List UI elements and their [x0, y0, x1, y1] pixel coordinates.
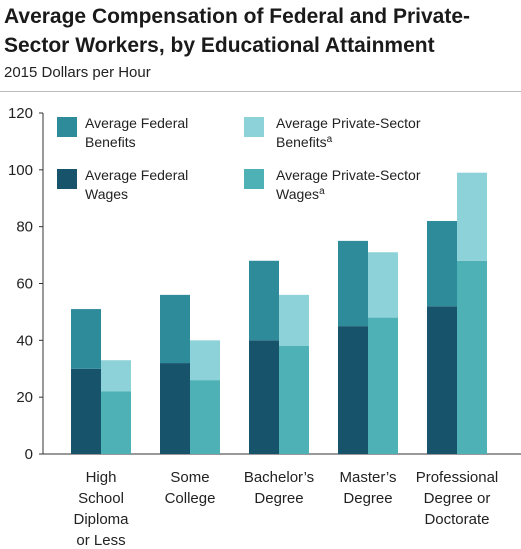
- legend-label-text: Average Federal: [85, 115, 188, 131]
- bar-federal-wages: [249, 340, 279, 454]
- legend-label-text: Benefits: [85, 134, 136, 150]
- legend-swatch: [57, 169, 77, 189]
- legend-label-text: Average Private-Sector: [276, 115, 421, 131]
- bar-federal-benefits: [338, 240, 368, 327]
- x-category-label: or Less: [76, 532, 125, 549]
- bar-private-wages: [279, 346, 309, 454]
- y-tick-label: 60: [16, 276, 33, 293]
- legend-label-text: Benefits: [276, 134, 327, 150]
- x-category-label: Doctorate: [424, 511, 489, 528]
- bar-private-wages: [368, 317, 398, 454]
- bar-private-benefits: [190, 340, 220, 381]
- x-category-label: School: [78, 490, 124, 507]
- y-tick-label: 40: [16, 332, 33, 349]
- x-category-label: Master’s: [340, 469, 397, 486]
- legend-swatch: [244, 117, 264, 137]
- legend-label: Benefitsa: [276, 134, 333, 151]
- bar-federal-wages: [71, 368, 101, 454]
- legend-swatch: [57, 117, 77, 137]
- x-category-label: Some: [170, 469, 209, 486]
- chart-title: Average Compensation of Federal and Priv…: [4, 2, 516, 60]
- bar-private-benefits: [101, 360, 131, 392]
- legend-label-text: Average Private-Sector: [276, 167, 421, 183]
- y-tick-label: 80: [16, 219, 33, 236]
- bar-federal-benefits: [160, 294, 190, 364]
- bar-private-benefits: [457, 172, 487, 261]
- x-category-label: College: [165, 490, 216, 507]
- legend-swatch: [244, 169, 264, 189]
- bar-federal-wages: [160, 363, 190, 454]
- x-category-label: Degree or: [424, 490, 491, 507]
- legend-label-text: Average Federal: [85, 167, 188, 183]
- legend-label: Benefits: [85, 134, 136, 150]
- bar-private-wages: [101, 391, 131, 454]
- title-divider: [0, 91, 521, 92]
- chart-title-line-2: Sector Workers, by Educational Attainmen…: [4, 34, 435, 57]
- bar-private-benefits: [279, 294, 309, 347]
- x-category-label: High: [86, 469, 117, 486]
- y-tick-label: 20: [16, 389, 33, 406]
- legend-label-text: Wages: [276, 186, 319, 202]
- bar-private-wages: [190, 380, 220, 454]
- legend-label: Average Private-Sector: [276, 167, 421, 183]
- chart-title-line-1: Average Compensation of Federal and Priv…: [4, 5, 471, 28]
- bar-federal-wages: [427, 306, 457, 454]
- legend-label: Wagesa: [276, 186, 325, 203]
- y-tick-label: 120: [8, 105, 33, 122]
- bar-federal-benefits: [71, 309, 101, 369]
- y-tick-label: 100: [8, 162, 33, 179]
- x-category-label: Degree: [343, 490, 392, 507]
- legend-label: Average Private-Sector: [276, 115, 421, 131]
- legend-label: Average Federal: [85, 167, 188, 183]
- legend-label: Average Federal: [85, 115, 188, 131]
- x-category-label: Diploma: [73, 511, 129, 528]
- legend-footnote-marker: a: [319, 186, 325, 197]
- bar-private-benefits: [368, 252, 398, 318]
- y-tick-label: 0: [25, 446, 33, 463]
- x-category-label: Professional: [416, 469, 499, 486]
- chart-subtitle: 2015 Dollars per Hour: [4, 64, 151, 81]
- legend-label-text: Wages: [85, 186, 128, 202]
- bar-federal-benefits: [427, 220, 457, 307]
- legend-footnote-marker: a: [327, 134, 333, 145]
- legend-label: Wages: [85, 186, 128, 202]
- bar-private-wages: [457, 260, 487, 454]
- bar-federal-benefits: [249, 260, 279, 341]
- x-category-label: Bachelor’s: [244, 469, 314, 486]
- bar-federal-wages: [338, 326, 368, 454]
- x-category-label: Degree: [254, 490, 303, 507]
